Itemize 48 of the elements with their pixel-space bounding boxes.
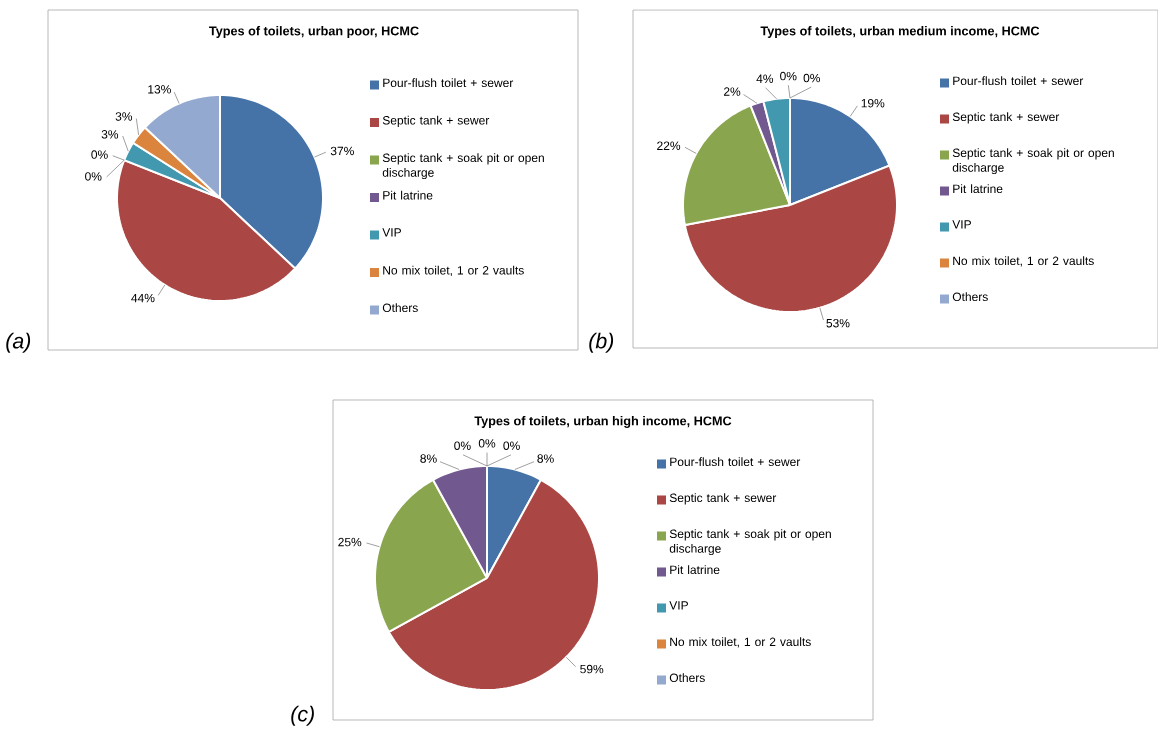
data-label: 22% (657, 141, 681, 150)
data-label: 44% (131, 293, 155, 303)
data-label: 25% (338, 537, 362, 547)
text: 0% (780, 71, 797, 81)
text: Types of toilets, urban medium income, HCMC (760, 26, 1040, 38)
legend-label: No mix toilet, 1 or 2 vaults (670, 637, 811, 648)
legend-label: Septic tank + soak pit or open discharge (952, 148, 1114, 175)
data-label: 8% (537, 454, 554, 463)
data-label: 53% (826, 318, 850, 328)
legend-label: Septic tank + soak pit or open discharge (382, 153, 544, 180)
legend-label: VIP (952, 220, 971, 229)
legend-label: Others (382, 303, 418, 313)
legend-label: VIP (669, 601, 688, 610)
text: Types of toilets, urban high income, HCMC (474, 416, 732, 428)
data-label: 3% (115, 112, 133, 121)
legend-label: Pit latrine (953, 184, 1003, 194)
legend-label: Pour-flush toilet + sewer (670, 457, 801, 467)
data-label: 59% (580, 664, 604, 674)
text: 0% (91, 150, 108, 159)
data-label: 3% (101, 130, 119, 139)
legend-label: VIP (382, 228, 401, 237)
text: 0% (454, 441, 471, 450)
data-label: 4% (756, 74, 774, 83)
legend-label: Septic tank + sewer (952, 112, 1060, 124)
legend-label: Pour-flush toilet + sewer (383, 78, 514, 88)
data-label: 37% (330, 146, 354, 156)
text: 0% (478, 439, 496, 448)
data-label: 19% (861, 98, 885, 108)
text: 0% (803, 73, 821, 83)
legend-label: Septic tank + sewer (669, 493, 777, 505)
legend-label: No mix toilet, 1 or 2 vaults (953, 256, 1094, 267)
legend-label: No mix toilet, 1 or 2 vaults (383, 265, 524, 276)
legend-label: Septic tank + sewer (382, 115, 490, 127)
text: (a) (6, 332, 31, 353)
text: Types of toilets, urban poor, HCMC (209, 26, 419, 38)
legend-label: Others (952, 292, 988, 302)
legend-label: Pour-flush toilet + sewer (953, 76, 1084, 86)
text: 0% (85, 172, 102, 181)
text: (b) (589, 332, 614, 353)
legend-label: Others (669, 673, 705, 683)
data-label: 8% (420, 454, 437, 463)
data-label: 13% (148, 85, 171, 94)
legend-label: Septic tank + soak pit or open discharge (669, 529, 831, 556)
text: 0% (503, 441, 520, 450)
legend-label: Pit latrine (670, 565, 720, 575)
text: (c) (291, 705, 314, 726)
legend-label: Pit latrine (383, 190, 433, 200)
data-label: 2% (723, 87, 741, 96)
